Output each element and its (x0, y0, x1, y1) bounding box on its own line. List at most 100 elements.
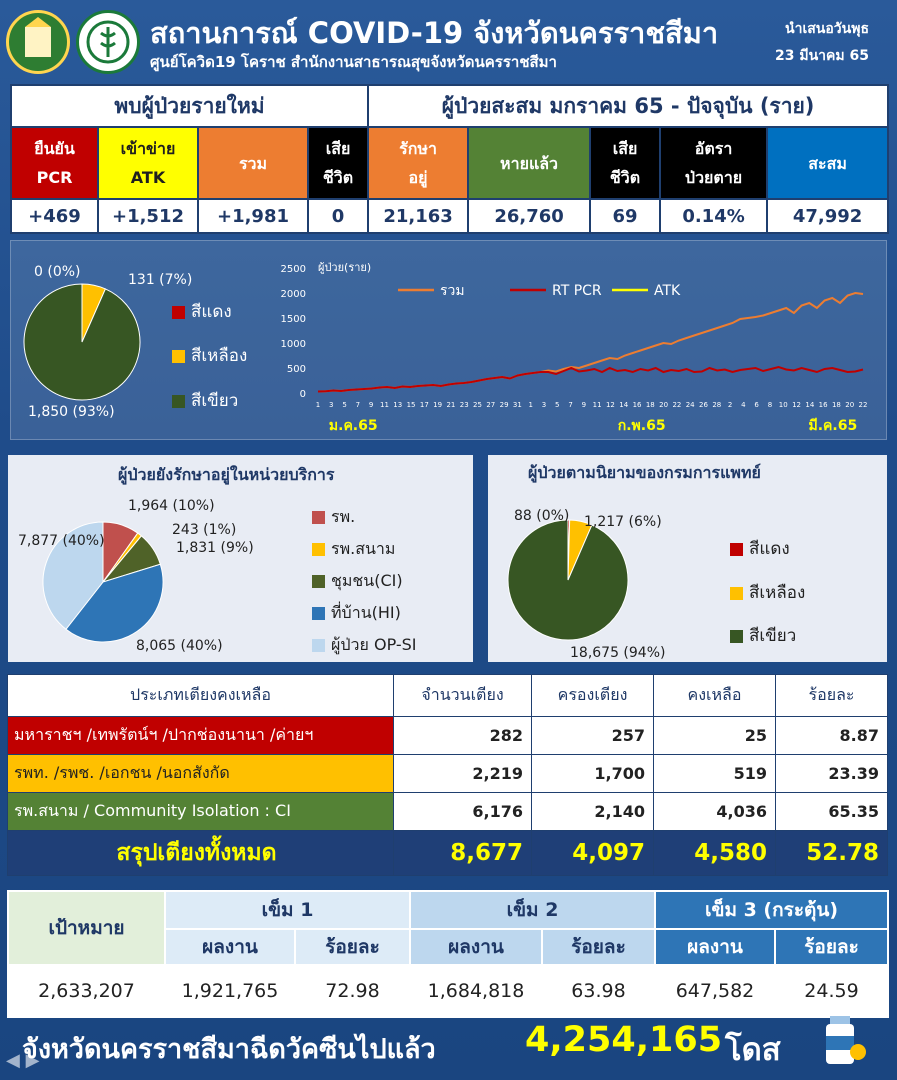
pie2-label-4: 7,877 (40%) (18, 533, 105, 549)
x-tick-label: 18 (646, 401, 655, 409)
x-tick-label: 6 (754, 401, 759, 409)
fatality-rate-value: 0.14% (659, 198, 769, 234)
pie3-label-yellow: 1,217 (6%) (584, 514, 662, 530)
pie1-legend-green: สีเขียว (172, 387, 238, 414)
x-tick-label: 7 (568, 401, 572, 409)
month-label: ก.พ.65 (618, 418, 666, 434)
new-total-value: +1,981 (197, 198, 309, 234)
pie1-label-green: 1,850 (93%) (28, 404, 115, 420)
cumulative-heading: ผู้ป่วยสะสม มกราคม 65 - ปัจจุบัน (ราย) (367, 84, 890, 128)
month-label: ม.ค.65 (329, 418, 378, 434)
pie2-label-2: 1,831 (9%) (176, 540, 254, 556)
footer-dose-total: 4,254,165 (525, 1020, 723, 1060)
series-line (317, 291, 864, 393)
dose2-percent-value: 63.98 (541, 964, 656, 1018)
page-title: สถานการณ์ COVID-19 จังหวัดนครราชสีมา (150, 16, 719, 50)
legend-label: รวม (440, 283, 465, 299)
x-tick-label: 20 (845, 401, 854, 409)
dose1-header: เข็ม 1 (164, 890, 411, 930)
fatality-rate-label: อัตรา ป่วยตาย (659, 126, 769, 200)
page-subtitle: ศูนย์โควิด19 โคราช สำนักงานสาธารณสุขจังห… (150, 53, 557, 71)
dose1-result-label: ผลงาน (164, 928, 296, 966)
x-tick-label: 5 (342, 401, 346, 409)
atk-label: เข้าข่าย ATK (97, 126, 199, 200)
bed-availability-table: ประเภทเตียงคงเหลือ จำนวนเตียง ครองเตียง … (7, 674, 888, 876)
pie3-legend-red: สีแดง (730, 535, 790, 562)
x-tick-label: 11 (380, 401, 389, 409)
x-tick-label: 21 (446, 401, 455, 409)
x-tick-label: 18 (832, 401, 841, 409)
x-tick-label: 22 (672, 401, 681, 409)
x-tick-label: 29 (500, 401, 509, 409)
pie2-legend-2: ชุมชน(CI) (312, 569, 403, 594)
x-tick-label: 19 (433, 401, 442, 409)
cum-death-label: เสีย ชีวิต (589, 126, 662, 200)
pie2-title: ผู้ป่วยยังรักษาอยู่ในหน่วยบริการ (118, 465, 335, 484)
x-tick-label: 9 (369, 401, 373, 409)
pie2-label-0: 1,964 (10%) (128, 498, 215, 514)
presentation-nav-controls[interactable]: ◀ ▶ (6, 1050, 40, 1071)
x-tick-label: 2 (728, 401, 732, 409)
x-tick-label: 9 (582, 401, 586, 409)
pie-slice (65, 563, 164, 643)
x-tick-label: 16 (819, 401, 828, 409)
beds-header-percent: ร้อยละ (775, 674, 888, 717)
x-tick-label: 24 (686, 401, 695, 409)
pie3-legend-yellow: สีเหลือง (730, 579, 805, 606)
vaccine-target-label: เป้าหมาย (7, 890, 166, 966)
x-tick-label: 7 (356, 401, 360, 409)
x-tick-label: 28 (712, 401, 721, 409)
recovered-value: 26,760 (467, 198, 592, 234)
beds-header-type: ประเภทเตียงคงเหลือ (7, 674, 394, 717)
dose2-percent-label: ร้อยละ (541, 928, 656, 966)
pie2-legend-0: รพ. (312, 505, 355, 530)
pie3-label-green: 18,675 (94%) (570, 645, 666, 661)
cum-total-value: 47,992 (766, 198, 890, 234)
recovered-label: หายแล้ว (467, 126, 592, 200)
cum-total-label: สะสม (766, 126, 890, 200)
x-tick-label: 16 (633, 401, 642, 409)
legend-label: ATK (654, 283, 681, 299)
x-tick-label: 25 (473, 401, 482, 409)
x-tick-label: 17 (420, 401, 429, 409)
province-seal-logo (6, 10, 70, 74)
pie-slice (42, 521, 104, 630)
series-line (317, 365, 864, 393)
x-tick-label: 4 (741, 401, 746, 409)
dms-severity-pie-chart (507, 519, 629, 641)
x-tick-label: 1 (316, 401, 320, 409)
pie2-legend-3: ที่บ้าน(HI) (312, 601, 401, 626)
presented-day: นำเสนอวันพุธ (785, 21, 869, 37)
pie1-legend-yellow: สีเหลือง (172, 342, 247, 369)
severity-pie-chart (23, 283, 141, 401)
pie1-label-red: 0 (0%) (34, 264, 81, 280)
footer-unit: โดส (725, 1032, 781, 1068)
pie3-title: ผู้ป่วยตามนิยามของกรมการแพทย์ (528, 463, 761, 482)
treatment-location-pie-chart (42, 521, 164, 643)
x-tick-label: 15 (407, 401, 416, 409)
dose1-percent-label: ร้อยละ (294, 928, 411, 966)
y-tick-label: 0 (300, 389, 306, 400)
pcr-label: ยืนยัน PCR (10, 126, 99, 200)
y-tick-label: 1500 (281, 314, 306, 325)
dose1-percent-value: 72.98 (294, 964, 411, 1018)
dose3-result-value: 647,582 (654, 964, 776, 1018)
atk-value: +1,512 (97, 198, 199, 234)
footer-text: จังหวัดนครราชสีมาฉีดวัคซีนไปแล้ว (22, 1034, 436, 1065)
dose3-percent-label: ร้อยละ (773, 928, 890, 966)
ministry-public-health-logo (76, 10, 140, 74)
presented-date: นำเสนอวันพุธ 23 มีนาคม 65 (775, 16, 869, 70)
x-tick-label: 27 (486, 401, 495, 409)
x-tick-label: 14 (805, 401, 814, 409)
pie-slice (23, 283, 141, 401)
x-tick-label: 12 (606, 401, 615, 409)
x-tick-label: 8 (768, 401, 772, 409)
x-tick-label: 20 (659, 401, 668, 409)
y-tick-label: 2500 (281, 264, 306, 275)
x-tick-label: 14 (619, 401, 628, 409)
x-tick-label: 23 (460, 401, 469, 409)
vaccine-target-value: 2,633,207 (7, 964, 166, 1018)
pcr-value: +469 (10, 198, 99, 234)
vaccination-table: เป้าหมาย เข็ม 1 เข็ม 2 เข็ม 3 (กระตุ้น) … (7, 890, 890, 1018)
